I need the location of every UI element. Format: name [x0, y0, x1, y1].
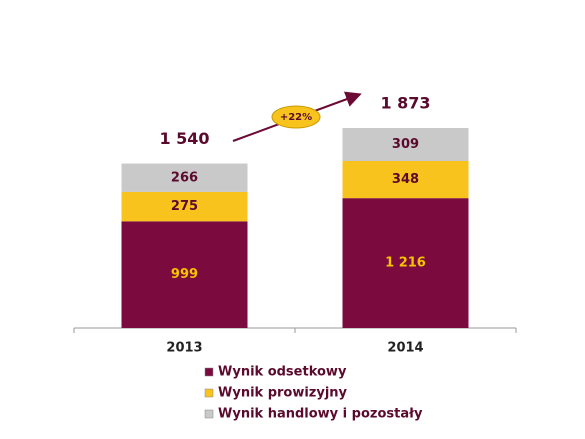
bar-segment	[121, 191, 248, 222]
growth-label: +22%	[280, 112, 312, 123]
value-label: 309	[392, 137, 419, 152]
value-label: 266	[171, 170, 198, 185]
legend-swatch	[204, 388, 214, 398]
total-label: 1 873	[380, 94, 430, 113]
bar-segment	[342, 198, 469, 328]
legend-label: Wynik odsetkowy	[218, 365, 347, 380]
growth-bubble	[271, 105, 321, 129]
x-tick-label: 2013	[166, 341, 202, 356]
legend-swatch	[204, 367, 214, 377]
bar-segment	[121, 221, 248, 328]
value-label: 275	[171, 199, 198, 214]
bar-segment	[121, 163, 248, 192]
value-label: 348	[392, 172, 419, 187]
total-label: 1 540	[159, 129, 209, 148]
bar-segment	[342, 128, 469, 161]
legend-label: Wynik handlowy i pozostały	[218, 407, 423, 422]
bar-segment	[342, 160, 469, 199]
value-label: 999	[171, 267, 198, 282]
legend-swatch	[204, 409, 214, 419]
x-tick-label: 2014	[387, 341, 423, 356]
legend-label: Wynik prowizyjny	[218, 386, 348, 401]
value-label: 1 216	[385, 256, 426, 271]
